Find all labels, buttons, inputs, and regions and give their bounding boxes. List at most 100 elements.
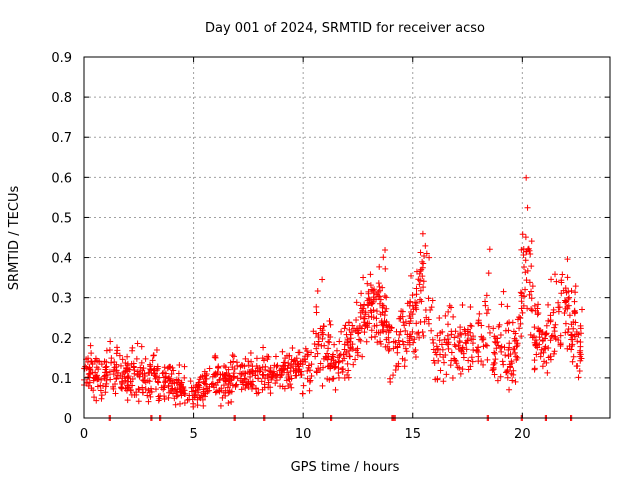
data-point xyxy=(539,338,546,345)
data-point xyxy=(199,396,206,403)
data-point xyxy=(419,258,426,265)
data-point xyxy=(270,370,277,377)
data-point xyxy=(510,328,517,335)
data-point xyxy=(457,324,464,331)
data-point xyxy=(134,340,141,347)
data-point xyxy=(493,345,500,352)
data-point xyxy=(413,285,420,292)
data-point xyxy=(147,393,154,400)
data-point xyxy=(468,336,475,343)
data-point xyxy=(113,350,120,357)
data-point xyxy=(332,363,339,370)
data-point xyxy=(91,375,98,382)
data-point xyxy=(198,392,205,399)
data-point xyxy=(151,372,158,379)
data-point xyxy=(427,307,434,314)
y-tick-label: 0.8 xyxy=(51,91,72,106)
data-point xyxy=(308,349,315,356)
data-point xyxy=(462,339,469,346)
data-point xyxy=(505,353,512,360)
data-point xyxy=(98,361,105,368)
data-point xyxy=(265,379,272,386)
data-point xyxy=(167,377,174,384)
data-point xyxy=(490,325,497,332)
data-point xyxy=(518,333,525,340)
data-point xyxy=(539,363,546,370)
y-tick-label: 0.6 xyxy=(51,171,72,186)
data-point xyxy=(412,302,419,309)
data-point xyxy=(124,360,131,367)
y-tick-label: 0 xyxy=(64,412,72,427)
data-point xyxy=(234,375,241,382)
data-point xyxy=(509,377,516,384)
data-point xyxy=(431,360,438,367)
data-point xyxy=(85,371,92,378)
data-point xyxy=(159,370,166,377)
data-point xyxy=(352,356,359,363)
data-point xyxy=(491,349,498,356)
data-point xyxy=(430,357,437,364)
data-point xyxy=(148,385,155,392)
axes-layer: 0 5 10 15 20 0 0.1 0.2 0.3 0.4 0.5 0.6 0.7 0.8 0.9 xyxy=(51,51,611,442)
data-point xyxy=(331,341,338,348)
data-point xyxy=(572,283,579,290)
data-point xyxy=(231,365,238,372)
data-point xyxy=(448,331,455,338)
data-point xyxy=(382,265,389,272)
data-point xyxy=(124,353,131,360)
data-point xyxy=(514,340,521,347)
data-point xyxy=(315,341,322,348)
data-point xyxy=(137,364,144,371)
data-point xyxy=(370,307,377,314)
data-point xyxy=(504,374,511,381)
data-point xyxy=(349,322,356,329)
data-point xyxy=(260,344,267,351)
data-point xyxy=(381,312,388,319)
data-point xyxy=(324,356,331,363)
data-point xyxy=(102,389,109,396)
data-point xyxy=(478,322,485,329)
data-point xyxy=(451,355,458,362)
data-point xyxy=(445,336,452,343)
data-point xyxy=(529,307,536,314)
data-point xyxy=(201,368,208,375)
data-point xyxy=(399,355,406,362)
data-point xyxy=(295,349,302,356)
data-point xyxy=(498,301,505,308)
data-point xyxy=(420,284,427,291)
data-point xyxy=(408,272,415,279)
data-point xyxy=(565,296,572,303)
data-point xyxy=(369,286,376,293)
y-tick-label: 0.7 xyxy=(51,131,72,146)
data-point xyxy=(428,304,435,311)
data-point xyxy=(222,377,229,384)
data-point xyxy=(512,378,519,385)
data-point xyxy=(395,337,402,344)
data-point xyxy=(468,354,475,361)
data-point xyxy=(377,340,384,347)
data-point xyxy=(370,314,377,321)
data-point xyxy=(562,305,569,312)
data-point xyxy=(440,378,447,385)
data-point xyxy=(380,328,387,335)
data-point xyxy=(526,291,533,298)
data-point xyxy=(124,368,131,375)
data-point xyxy=(103,347,110,354)
data-point xyxy=(475,319,482,326)
data-point xyxy=(467,329,474,336)
data-point xyxy=(457,330,464,337)
data-point xyxy=(534,311,541,318)
data-point xyxy=(140,365,147,372)
data-point xyxy=(220,382,227,389)
data-point xyxy=(443,371,450,378)
data-point xyxy=(118,385,125,392)
data-point xyxy=(562,285,569,292)
data-point xyxy=(519,231,526,238)
data-point xyxy=(113,367,120,374)
data-point xyxy=(272,380,279,387)
data-point xyxy=(228,377,235,384)
data-point xyxy=(324,363,331,370)
data-point xyxy=(354,352,361,359)
data-point xyxy=(379,326,386,333)
data-point xyxy=(269,369,276,376)
